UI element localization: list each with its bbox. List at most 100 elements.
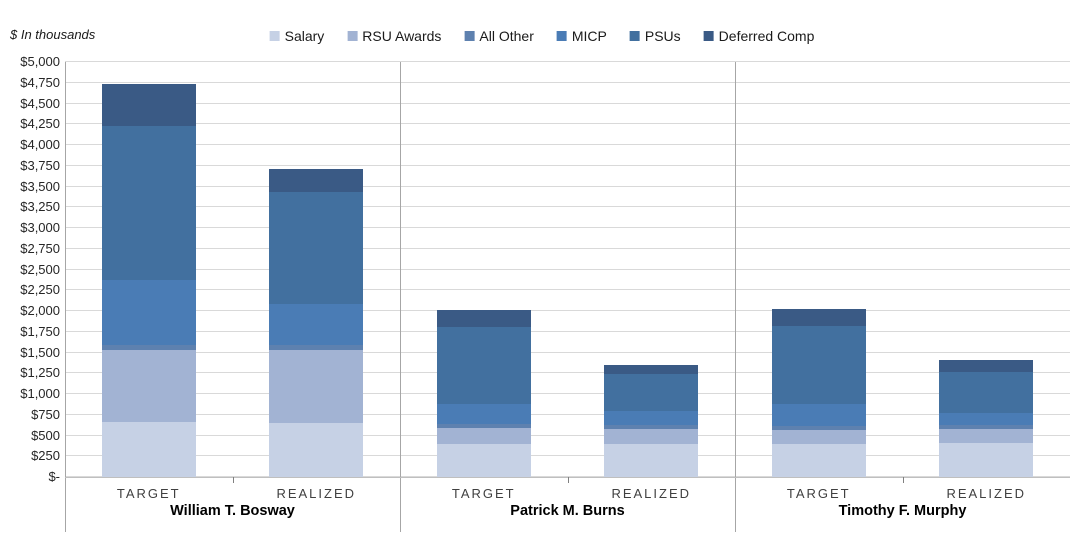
- group-label-william-t-bosway: William T. Bosway: [170, 503, 295, 519]
- group-separator-line: [400, 62, 401, 532]
- gridline-2000: [65, 310, 1070, 311]
- bar-patrick-m-burns-target-rsu-awards: [436, 428, 531, 444]
- y-tick-label: $500: [31, 427, 60, 443]
- bar-william-t-bosway-target-all-other: [101, 344, 196, 350]
- bar-patrick-m-burns-realized-all-other: [604, 424, 699, 429]
- category-label-target: TARGET: [116, 486, 181, 501]
- bar-patrick-m-burns-target-deferred-comp: [436, 309, 531, 327]
- bar-timothy-f-murphy-realized-psus: [939, 372, 1034, 413]
- bar-timothy-f-murphy-realized-salary: [939, 442, 1034, 477]
- y-tick-label: $4,750: [20, 74, 60, 90]
- legend-item-rsu-awards: RSU Awards: [347, 28, 441, 44]
- legend-label: RSU Awards: [362, 28, 442, 44]
- legend-swatch-icon: [703, 31, 714, 41]
- y-tick-label: $2,250: [20, 282, 60, 298]
- legend-swatch-icon: [629, 31, 640, 41]
- plot-area: [65, 61, 1070, 477]
- bar-patrick-m-burns-realized-psus: [604, 373, 699, 411]
- bar-william-t-bosway-realized-all-other: [269, 344, 364, 350]
- bar-william-t-bosway-target-micp: [101, 280, 196, 345]
- gridline-4250: [65, 123, 1070, 125]
- y-tick-label: $3,000: [20, 220, 60, 235]
- category-label-realized: REALIZED: [611, 486, 692, 501]
- y-tick-label: $4,250: [20, 116, 60, 132]
- gridline-1500: [65, 351, 1070, 353]
- category-label-target: TARGET: [786, 486, 851, 501]
- bar-timothy-f-murphy-realized-deferred-comp: [939, 360, 1034, 373]
- group-separator-line: [735, 62, 736, 532]
- legend-swatch-icon: [556, 31, 567, 41]
- bar-patrick-m-burns-target-micp: [436, 403, 531, 424]
- y-tick-label: $1,500: [20, 344, 60, 360]
- legend-item-all-other: All Other: [464, 28, 534, 44]
- legend-label: PSUs: [644, 28, 681, 44]
- gridline-2500: [65, 268, 1070, 270]
- legend-item-micp: MICP: [556, 28, 607, 44]
- bar-timothy-f-murphy-realized-rsu-awards: [939, 428, 1034, 443]
- bar-timothy-f-murphy-target-all-other: [771, 425, 866, 430]
- category-label-realized: REALIZED: [946, 486, 1027, 501]
- legend-label: Salary: [284, 28, 325, 44]
- y-tick-label: $3,500: [20, 178, 60, 194]
- y-tick-label: $4,000: [20, 137, 60, 152]
- legend-swatch-icon: [347, 31, 358, 41]
- gridline-0: [65, 476, 1070, 477]
- legend-item-psus: PSUs: [629, 28, 681, 44]
- y-tick-label: $1,000: [20, 386, 60, 401]
- legend-item-salary: Salary: [269, 28, 325, 44]
- bar-william-t-bosway-target-salary: [101, 422, 196, 477]
- y-tick-label: $250: [31, 448, 60, 464]
- y-tick-label: $4,500: [20, 95, 60, 111]
- category-tick: [567, 477, 569, 483]
- gridline-2250: [65, 289, 1070, 291]
- category-tick: [232, 477, 234, 483]
- y-tick-label: $1,750: [20, 323, 60, 339]
- gridline-4500: [65, 102, 1070, 104]
- bar-timothy-f-murphy-target-rsu-awards: [771, 429, 866, 444]
- y-tick-label: $5,000: [20, 54, 60, 69]
- gridline-4000: [65, 144, 1070, 145]
- y-tick-label: $3,750: [20, 157, 60, 173]
- bar-patrick-m-burns-target-psus: [436, 326, 531, 404]
- gridline-1250: [65, 372, 1070, 374]
- gridline-2750: [65, 247, 1070, 249]
- bar-william-t-bosway-target-rsu-awards: [101, 349, 196, 423]
- y-axis-labels: $- $250 $500 $750 $1,000 $1,250 $1,500 $1,750 $2…: [0, 54, 60, 484]
- bar-patrick-m-burns-realized-rsu-awards: [604, 428, 699, 444]
- gridline-250: [65, 455, 1070, 457]
- gridline-3000: [65, 227, 1070, 228]
- bar-patrick-m-burns-realized-salary: [604, 443, 699, 477]
- bar-timothy-f-murphy-realized-micp: [939, 412, 1034, 425]
- bar-timothy-f-murphy-target-micp: [771, 403, 866, 426]
- bar-timothy-f-murphy-target-salary: [771, 443, 866, 477]
- legend-swatch-icon: [269, 31, 280, 41]
- legend-label: Deferred Comp: [718, 28, 815, 44]
- category-label-realized: REALIZED: [276, 486, 357, 501]
- group-label-timothy-f-murphy: Timothy F. Murphy: [838, 503, 967, 519]
- bar-timothy-f-murphy-target-psus: [771, 325, 866, 404]
- bar-patrick-m-burns-target-all-other: [436, 423, 531, 429]
- group-label-patrick-m-burns: Patrick M. Burns: [510, 503, 625, 519]
- bar-william-t-bosway-realized-psus: [269, 192, 364, 304]
- gridline-750: [65, 413, 1070, 415]
- bar-patrick-m-burns-target-salary: [436, 443, 531, 477]
- bar-william-t-bosway-realized-rsu-awards: [269, 349, 364, 423]
- gridline-1750: [65, 330, 1070, 332]
- bar-william-t-bosway-realized-deferred-comp: [269, 169, 364, 193]
- legend: Salary RSU Awards All Other MICP PSUs Deferre…: [269, 28, 815, 44]
- legend-label: All Other: [479, 28, 534, 44]
- y-tick-label: $2,500: [20, 261, 60, 277]
- category-label-target: TARGET: [451, 486, 516, 501]
- gridline-1000: [65, 393, 1070, 394]
- gridline-5000: [65, 61, 1070, 62]
- y-tick-label: $3,250: [20, 199, 60, 215]
- y-axis-line: [65, 62, 66, 532]
- legend-item-deferred-comp: Deferred Comp: [703, 28, 815, 44]
- legend-label: MICP: [571, 28, 607, 44]
- y-tick-label: $2,000: [20, 303, 60, 318]
- bar-timothy-f-murphy-realized-all-other: [939, 424, 1034, 429]
- category-tick: [902, 477, 904, 483]
- units-label: $ In thousands: [10, 27, 96, 42]
- bar-timothy-f-murphy-target-deferred-comp: [771, 309, 866, 326]
- gridline-500: [65, 434, 1070, 436]
